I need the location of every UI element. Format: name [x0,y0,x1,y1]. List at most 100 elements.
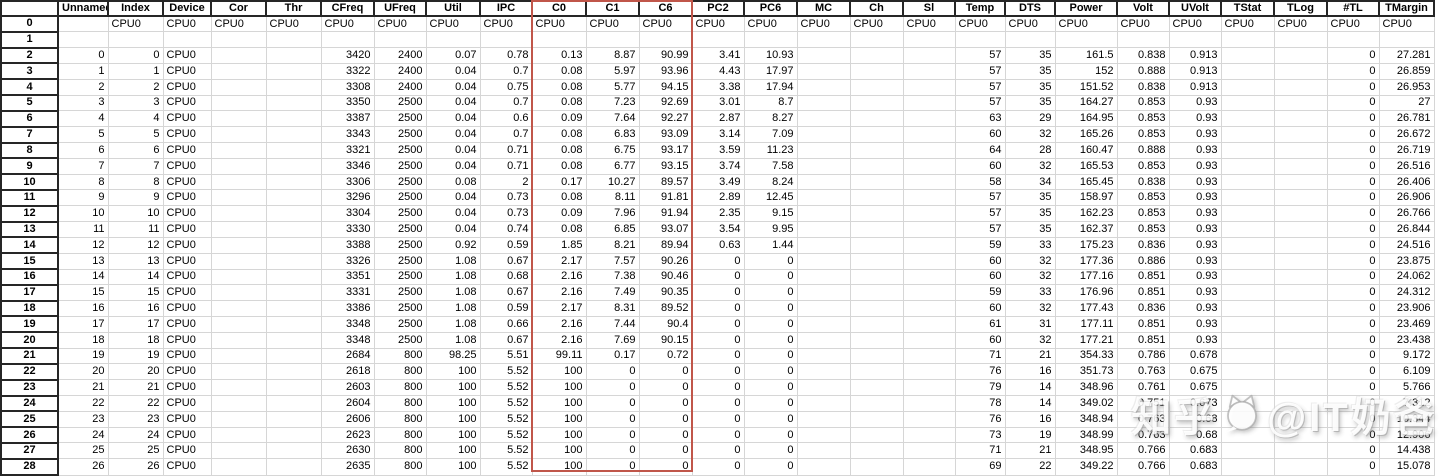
cell[interactable]: 2500 [373,300,427,317]
row-number[interactable]: 7 [0,125,59,144]
cell[interactable]: 12 [57,236,109,254]
cell[interactable]: 8 [57,173,109,191]
cell[interactable]: 0 [691,347,745,365]
cell[interactable]: 3322 [320,62,375,80]
cell[interactable]: 2.17 [531,252,587,270]
cell[interactable] [210,347,267,365]
cell[interactable]: 20 [107,363,164,381]
cell[interactable] [265,442,322,460]
cell[interactable] [265,347,322,365]
cell[interactable] [849,236,904,254]
column-header[interactable]: CFreq [320,0,375,17]
cell[interactable]: 3330 [320,221,375,238]
cell[interactable]: 0.675 [1168,379,1222,396]
cell[interactable]: 0.71 [479,157,533,175]
cell[interactable]: 0 [638,363,693,381]
cell[interactable] [265,458,322,476]
cell[interactable] [1220,189,1275,207]
cell[interactable] [1273,78,1328,96]
cell[interactable]: 7.09 [743,126,798,143]
cell[interactable]: 14 [57,268,109,286]
cell[interactable] [210,331,267,349]
cell[interactable]: 2500 [373,157,427,175]
cell[interactable]: 89.94 [638,236,693,254]
cell[interactable]: 162.37 [1054,221,1118,238]
cell[interactable] [210,142,267,159]
cell[interactable]: CPU0 [1168,15,1222,33]
cell[interactable]: 2500 [373,221,427,238]
cell[interactable]: 11.23 [743,142,798,159]
cell[interactable] [265,142,322,159]
cell[interactable] [902,94,956,112]
cell[interactable]: 23.875 [1378,252,1435,270]
cell[interactable]: 0.851 [1116,315,1170,333]
cell[interactable] [1273,442,1328,460]
cell[interactable]: 8.27 [743,110,798,128]
cell[interactable]: 61 [954,315,1006,333]
cell[interactable]: 0.08 [531,157,587,175]
cell[interactable]: 0 [585,395,640,412]
cell[interactable]: 6.75 [585,142,640,159]
cell[interactable] [796,110,851,128]
cell[interactable]: CPU0 [107,15,164,33]
cell[interactable] [265,62,322,80]
cell[interactable]: 0 [1326,189,1380,207]
cell[interactable]: 0 [743,331,798,349]
cell[interactable]: 3304 [320,205,375,223]
cell[interactable]: 7.49 [585,284,640,302]
cell[interactable]: 7.57 [585,252,640,270]
cell[interactable]: 57 [954,221,1006,238]
cell[interactable] [902,236,956,254]
column-header[interactable]: PC6 [743,0,798,17]
row-number[interactable]: 10 [0,173,59,191]
cell[interactable]: 25 [107,442,164,460]
cell[interactable] [210,252,267,270]
cell[interactable] [1273,410,1328,428]
cell[interactable]: 0 [691,458,745,476]
cell[interactable]: 17.97 [743,62,798,80]
cell[interactable]: 4 [107,110,164,128]
cell[interactable] [107,31,164,49]
cell[interactable]: 78 [954,395,1006,412]
cell[interactable]: 2630 [320,442,375,460]
cell[interactable]: 0.67 [479,252,533,270]
cell[interactable]: 0.17 [531,173,587,191]
row-number[interactable]: 15 [0,252,59,270]
cell[interactable]: 4.43 [691,62,745,80]
cell[interactable]: 3321 [320,142,375,159]
cell[interactable]: 94.15 [638,78,693,96]
cell[interactable]: 0 [691,300,745,317]
cell[interactable]: CPU0 [162,189,212,207]
cell[interactable]: 0 [638,379,693,396]
cell[interactable] [210,62,267,80]
cell[interactable]: 21 [57,379,109,396]
cell[interactable]: 0.853 [1116,94,1170,112]
cell[interactable]: 2.16 [531,284,587,302]
cell[interactable]: 348.95 [1054,442,1118,460]
cell[interactable]: 0.93 [1168,94,1222,112]
cell[interactable]: 3386 [320,300,375,317]
cell[interactable]: 92.69 [638,94,693,112]
cell[interactable]: 0.63 [691,236,745,254]
cell[interactable]: 0 [1326,252,1380,270]
cell[interactable]: 0.913 [1168,78,1222,96]
cell[interactable]: 0.675 [1168,363,1222,381]
column-header[interactable]: C1 [585,0,640,17]
cell[interactable] [902,189,956,207]
cell[interactable]: 0.6 [479,110,533,128]
cell[interactable]: 800 [373,395,427,412]
column-header[interactable]: PC2 [691,0,745,17]
cell[interactable]: 3350 [320,94,375,112]
cell[interactable]: 0.08 [531,189,587,207]
cell[interactable]: 2500 [373,189,427,207]
cell[interactable]: 90.15 [638,331,693,349]
cell[interactable] [1273,347,1328,365]
cell[interactable]: 60 [954,268,1006,286]
cell[interactable] [1273,236,1328,254]
column-header[interactable]: Sl [902,0,956,17]
cell[interactable] [902,379,956,396]
cell[interactable]: 0.73 [479,189,533,207]
cell[interactable]: 100 [531,442,587,460]
cell[interactable] [902,426,956,444]
cell[interactable]: CPU0 [162,300,212,317]
